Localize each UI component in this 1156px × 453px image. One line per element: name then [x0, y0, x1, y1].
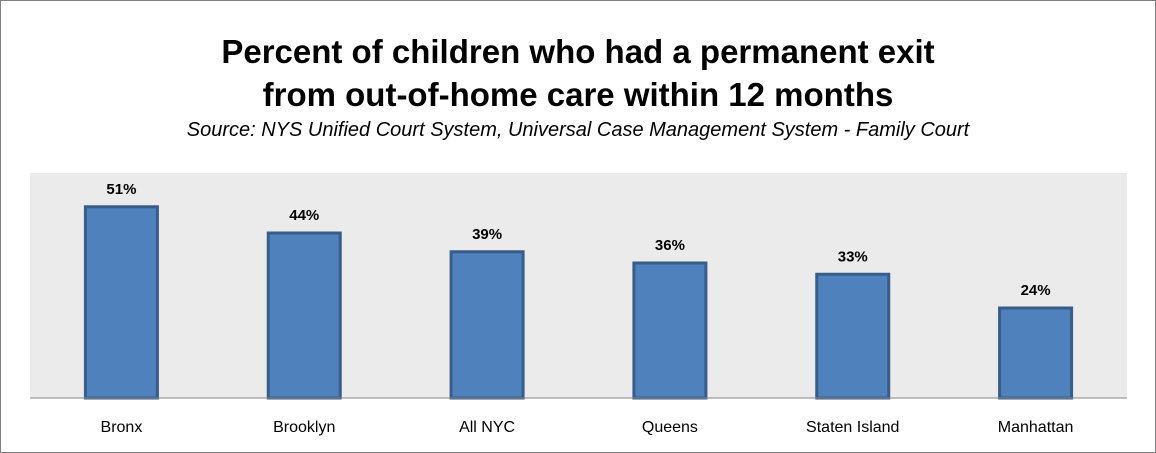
- category-labels-group: Bronx Brooklyn All NYC Queens Staten Island M…: [101, 419, 1074, 436]
- category-label-brooklyn: Brooklyn: [273, 419, 335, 436]
- chart-title-line-2: from out-of-home care within 12 months: [262, 76, 894, 113]
- value-label-all-nyc: 39%: [472, 226, 502, 243]
- bar-manhattan: [998, 306, 1074, 400]
- value-label-bronx: 51%: [106, 181, 136, 198]
- category-label-manhattan: Manhattan: [998, 419, 1074, 436]
- category-label-all-nyc: All NYC: [459, 419, 515, 436]
- bar-staten-island: [815, 272, 891, 400]
- value-labels-group: 51% 44% 39% 36% 33% 24%: [106, 181, 1050, 299]
- bars-group: [83, 205, 1074, 400]
- value-label-brooklyn: 44%: [289, 207, 319, 224]
- chart-title-line-1: Percent of children who had a permanent …: [221, 33, 935, 70]
- bar-bronx: [83, 205, 159, 400]
- value-label-staten-island: 33%: [838, 248, 868, 265]
- bar-all-nyc: [449, 250, 525, 400]
- value-label-queens: 36%: [655, 237, 685, 254]
- value-label-manhattan: 24%: [1021, 282, 1051, 299]
- category-label-bronx: Bronx: [101, 419, 143, 436]
- category-label-queens: Queens: [642, 419, 698, 436]
- bar-brooklyn: [266, 231, 342, 400]
- category-label-staten-island: Staten Island: [806, 419, 899, 436]
- plot-area: [30, 173, 1127, 398]
- bar-queens: [632, 261, 708, 400]
- chart-subtitle: Source: NYS Unified Court System, Univer…: [186, 119, 970, 141]
